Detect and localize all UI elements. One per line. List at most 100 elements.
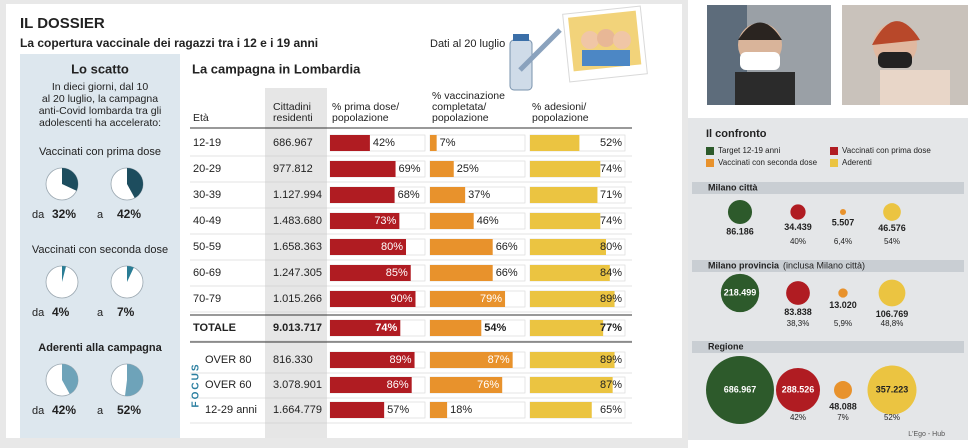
age-label: TOTALE [193,322,236,334]
column-header: popolazione [432,112,489,124]
bar [430,402,448,418]
section-bar [692,341,964,353]
bubble-value: 5.507 [832,217,855,227]
bar [530,161,601,177]
bar-label: 42% [373,137,395,149]
pie-value: 7% [117,305,135,319]
bar-label: 66% [496,267,518,279]
bar-label: 89% [600,354,622,366]
bar-label: 74% [375,322,397,334]
pie-slice [62,168,78,191]
bar-label: 71% [600,189,622,201]
title: IL DOSSIER [20,15,105,32]
bubble-value: 686.967 [724,384,757,394]
section-title: Milano provincia [708,260,780,270]
bar [530,265,610,281]
bubble-pct: 42% [790,413,806,422]
bubble-pct: 40% [790,237,806,246]
bubble-pct: 52% [884,413,900,422]
group-label: Vaccinati con seconda dose [32,244,168,256]
group-label: Aderenti alla campagna [38,342,162,354]
scatto-title: Lo scatto [71,61,129,76]
section-title: Regione [708,341,744,351]
bubble [838,288,848,298]
age-label: 30-39 [193,189,221,201]
residents-column [265,88,327,438]
legend-swatch [830,159,838,167]
intro-line: In dieci giorni, dal 10 [52,81,148,93]
bubble-value: 48.088 [829,401,857,411]
bar [530,352,615,368]
bar [430,291,506,307]
residents: 1.658.363 [273,241,322,253]
section-title: Milano città [708,182,758,192]
residents: 686.967 [273,137,313,149]
pie-value: 32% [52,207,76,221]
connector: da [32,307,45,319]
bubble-pct: 5,9% [834,319,852,328]
bar-label: 87% [488,354,510,366]
intro-line: adolescenti ha accelerato: [39,117,161,129]
bubble-value: 13.020 [829,300,857,310]
bar-label: 65% [600,404,622,416]
connector: da [32,209,45,221]
bubble [834,381,852,399]
bubble [720,273,760,313]
bubble-pct: 48,8% [881,319,904,328]
bar-label: 74% [600,163,622,175]
intro-line: anti-Covid lombarda tra gli [39,105,162,117]
column-header: Cittadini [273,101,311,113]
bubble-value: 46.576 [878,223,906,233]
residents: 1.483.680 [273,215,322,227]
pie-value: 42% [52,403,76,417]
bubble-value: 357.223 [876,384,909,394]
legend-swatch [706,159,714,167]
bar [530,377,613,393]
column-header: % vaccinazione [432,90,505,102]
legend-label: Aderenti [842,158,872,167]
bar-label: 90% [390,293,412,305]
legend-label: Vaccinati con prima dose [842,146,931,155]
illustration [509,5,648,91]
bubble-pct: 38,3% [787,319,810,328]
pie-slice [127,266,134,282]
bubble [727,199,753,225]
bar-label: 73% [374,215,396,227]
age-label: 70-79 [193,293,221,305]
photos [707,5,968,105]
bar [330,352,415,368]
section-bar [692,260,964,272]
residents: 1.664.779 [273,404,322,416]
pie-slice [124,364,143,396]
group-label: Vaccinati con prima dose [39,146,161,158]
intro-line: al 20 luglio, la campagna [42,93,158,105]
bar [330,320,401,336]
bubble-value: 106.769 [876,309,909,319]
connector: a [97,209,104,221]
residents: 1.127.994 [273,189,322,201]
column-header: residenti [273,112,313,124]
bar [430,239,493,255]
connector: a [97,307,104,319]
bar-label: 77% [600,322,622,334]
bar [330,377,412,393]
age-label: 12-19 [193,137,221,149]
bar [430,187,466,203]
bar-label: 57% [387,404,409,416]
bar [430,213,474,229]
legend-label: Vaccinati con seconda dose [718,158,818,167]
bar-label: 7% [440,137,456,149]
column-header: % adesioni/ [532,101,586,113]
bubble [706,356,774,424]
bar-label: 80% [600,241,622,253]
residents: 816.330 [273,354,313,366]
bar-label: 79% [480,293,502,305]
bar [330,265,411,281]
column-header: popolazione [532,112,589,124]
bubble-pct: 54% [884,237,900,246]
bar-label: 25% [457,163,479,175]
bar-label: 37% [468,189,490,201]
age-label: 20-29 [193,163,221,175]
bar [430,352,513,368]
